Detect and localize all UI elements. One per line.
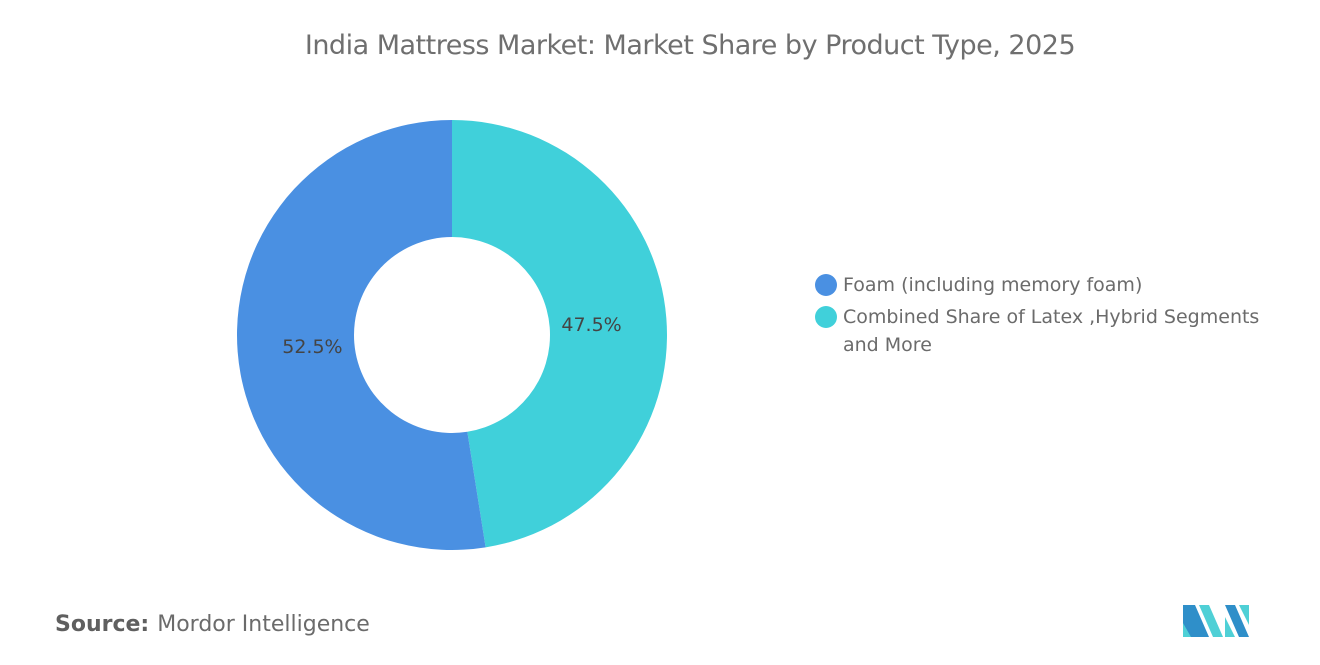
slice-label-0: 47.5%	[561, 314, 621, 336]
legend-item-combined: Combined Share of Latex ,Hybrid Segments…	[815, 303, 1295, 359]
legend-item-foam: Foam (including memory foam)	[815, 271, 1295, 299]
donut-slice-1	[236, 120, 486, 550]
source-value: Mordor Intelligence	[157, 612, 370, 637]
source-note: Source: Mordor Intelligence	[55, 612, 370, 637]
source-label: Source:	[55, 612, 150, 637]
slice-label-1: 52.5%	[282, 336, 342, 358]
legend-swatch-foam	[815, 274, 837, 296]
donut-slice-0	[452, 120, 667, 548]
mordor-logo	[1183, 605, 1249, 637]
legend-swatch-combined	[815, 306, 837, 328]
legend-label-foam: Foam (including memory foam)	[843, 274, 1143, 296]
chart-title: India Mattress Market: Market Share by P…	[304, 30, 1076, 61]
legend-label-combined: Combined Share of Latex ,Hybrid Segments…	[843, 306, 1260, 356]
legend: Foam (including memory foam) Combined Sh…	[815, 271, 1295, 363]
